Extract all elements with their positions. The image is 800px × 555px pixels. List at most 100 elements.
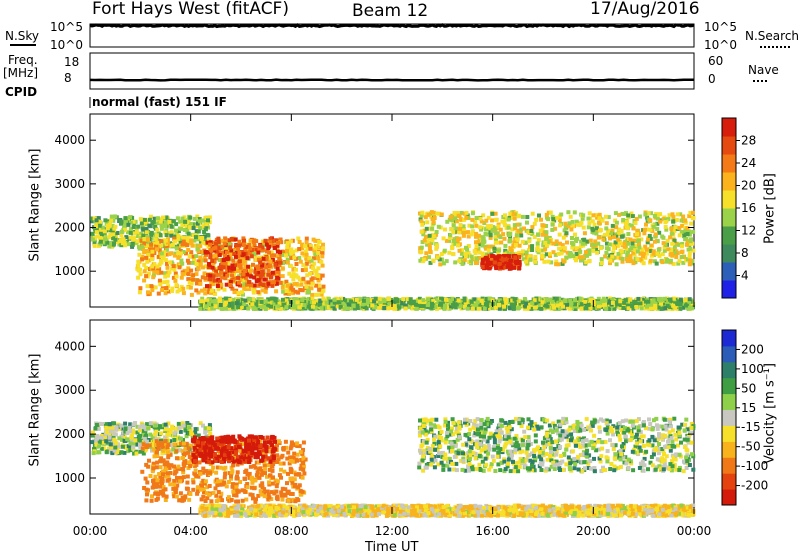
power-cell bbox=[423, 238, 427, 242]
power-cell bbox=[201, 265, 205, 269]
power-cell bbox=[231, 301, 235, 305]
power-cell bbox=[223, 288, 227, 292]
power-cell bbox=[497, 248, 501, 252]
velocity-cell bbox=[179, 437, 183, 441]
power-cell bbox=[669, 227, 673, 231]
power-cell bbox=[629, 259, 633, 263]
power-cell bbox=[494, 306, 498, 310]
power-cell bbox=[539, 218, 543, 222]
power-cell bbox=[652, 252, 656, 256]
power-cell bbox=[224, 297, 228, 301]
power-cell bbox=[676, 212, 680, 216]
power-cell bbox=[268, 264, 272, 268]
power-cell bbox=[555, 297, 559, 301]
power-cell bbox=[521, 240, 525, 244]
power-cell bbox=[299, 283, 303, 287]
power-cell bbox=[279, 261, 283, 265]
power-cell bbox=[462, 234, 466, 238]
power-cell bbox=[558, 242, 562, 246]
power-cell bbox=[626, 226, 630, 230]
power-cell bbox=[321, 264, 325, 268]
power-cell bbox=[275, 276, 279, 280]
power-cell bbox=[154, 237, 158, 241]
power-cell bbox=[301, 277, 305, 281]
velocity-cell bbox=[126, 431, 130, 435]
power-cell bbox=[316, 251, 320, 255]
power-cell bbox=[169, 251, 173, 255]
power-cell bbox=[584, 250, 588, 254]
power-cell bbox=[400, 301, 404, 305]
power-cell bbox=[527, 239, 531, 243]
power-cell bbox=[286, 284, 290, 288]
power-cell bbox=[459, 223, 463, 227]
power-cell bbox=[470, 255, 474, 259]
power-cell bbox=[203, 291, 207, 295]
velocity-cell bbox=[159, 431, 163, 435]
power-cell bbox=[470, 232, 474, 236]
power-cell bbox=[637, 239, 641, 243]
power-cell bbox=[466, 230, 470, 234]
power-cell bbox=[427, 213, 431, 217]
power-cell bbox=[258, 261, 262, 265]
power-cell bbox=[569, 228, 573, 232]
power-cell bbox=[475, 261, 479, 265]
power-cell bbox=[688, 297, 692, 301]
power-cell bbox=[149, 233, 153, 237]
power-cell bbox=[248, 297, 252, 301]
power-cell bbox=[285, 249, 289, 253]
power-cell bbox=[195, 262, 199, 266]
power-cell bbox=[292, 272, 296, 276]
power-cell bbox=[475, 216, 479, 220]
power-cell bbox=[228, 246, 232, 250]
velocity-cell bbox=[203, 430, 207, 434]
power-cell bbox=[242, 272, 246, 276]
power-cell bbox=[355, 298, 359, 302]
power-cell bbox=[612, 235, 616, 239]
power-cell bbox=[142, 237, 146, 241]
power-cell bbox=[206, 234, 210, 238]
velocity-cell bbox=[131, 445, 135, 449]
power-cell bbox=[507, 264, 511, 268]
power-cell bbox=[225, 251, 229, 255]
power-cell bbox=[311, 276, 315, 280]
power-cell bbox=[518, 260, 522, 264]
power-cell bbox=[126, 223, 130, 227]
power-cell bbox=[430, 304, 434, 308]
power-cell bbox=[174, 229, 178, 233]
power-cell bbox=[204, 222, 208, 226]
power-cell bbox=[112, 242, 116, 246]
nsky-panel-frame bbox=[90, 24, 694, 47]
power-cell bbox=[138, 268, 142, 272]
power-cell bbox=[542, 260, 546, 264]
velocity-cell bbox=[105, 430, 109, 434]
power-cell bbox=[108, 233, 112, 237]
power-cell bbox=[312, 300, 316, 304]
power-cell bbox=[239, 266, 243, 270]
power-cell bbox=[150, 257, 154, 261]
power-cell bbox=[198, 219, 202, 223]
power-cell bbox=[320, 254, 324, 258]
nsky-series-line bbox=[90, 25, 694, 27]
power-cell bbox=[543, 241, 547, 245]
power-cell bbox=[608, 242, 612, 246]
power-cell bbox=[517, 306, 521, 310]
power-cell bbox=[688, 247, 692, 251]
power-cell bbox=[569, 215, 573, 219]
power-cell bbox=[517, 214, 521, 218]
power-cell bbox=[180, 262, 184, 266]
power-cell bbox=[303, 303, 307, 307]
power-cell bbox=[267, 269, 271, 273]
power-cell bbox=[599, 246, 603, 250]
power-cell bbox=[573, 298, 577, 302]
power-cell bbox=[247, 280, 251, 284]
power-cell bbox=[339, 305, 343, 309]
power-cell bbox=[138, 286, 142, 290]
power-cell bbox=[507, 254, 511, 258]
power-cell bbox=[620, 249, 624, 253]
power-cell bbox=[481, 240, 485, 244]
power-cell bbox=[356, 304, 360, 308]
power-cell bbox=[136, 239, 140, 243]
power-cell bbox=[164, 286, 168, 290]
power-cell bbox=[311, 282, 315, 286]
power-cell bbox=[274, 263, 278, 267]
